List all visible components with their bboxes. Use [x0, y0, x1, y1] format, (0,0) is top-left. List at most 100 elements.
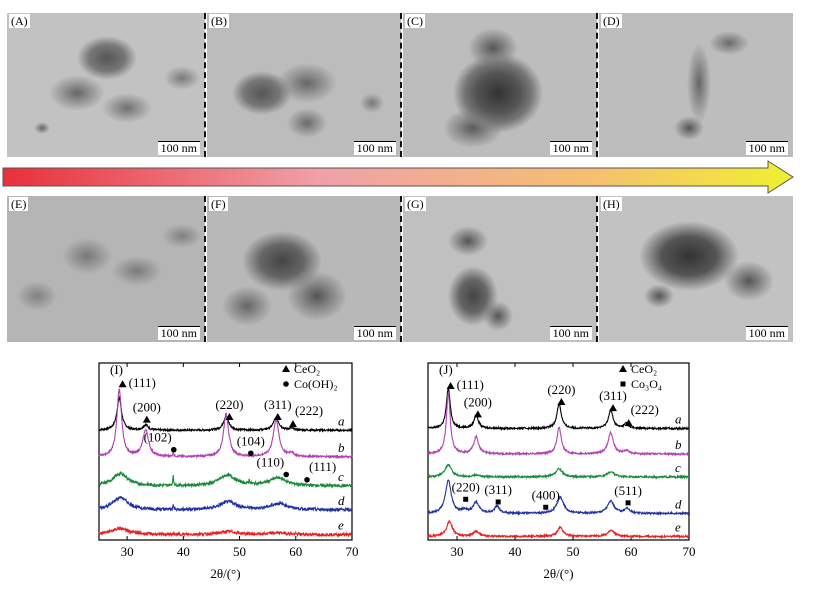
series-line-a — [427, 387, 690, 432]
panel-label: (B) — [209, 14, 229, 28]
panel-divider — [204, 13, 206, 157]
legend-entry: CeO₂ — [631, 362, 657, 376]
peak-label: (200) — [464, 394, 492, 409]
square-marker-icon — [625, 500, 631, 506]
series-line-b — [98, 388, 353, 460]
circle-marker-icon — [170, 446, 177, 453]
series-label: b — [675, 437, 682, 452]
panel-label: (A) — [9, 14, 30, 28]
series-label: e — [338, 518, 344, 533]
scale-bar: 100 nm — [549, 326, 592, 340]
square-marker-icon — [620, 381, 626, 387]
series-line-c — [98, 470, 353, 489]
panel-divider — [596, 13, 598, 157]
legend-entry: Co₃O₄ — [631, 377, 662, 391]
x-tick-label: 60 — [625, 544, 638, 559]
triangle-marker-icon — [225, 412, 234, 420]
x-tick-label: 70 — [346, 544, 359, 559]
scale-bar: 100 nm — [157, 326, 200, 340]
scale-bar: 100 nm — [745, 326, 788, 340]
series-line-e — [427, 519, 690, 540]
panel-divider — [204, 196, 206, 342]
panel-label: (C) — [405, 14, 425, 28]
panel-divider — [400, 13, 402, 157]
x-tick-label: 70 — [683, 544, 696, 559]
peak-label: (220) — [215, 397, 243, 412]
series-line-a — [98, 395, 353, 433]
peak-label: (400) — [532, 487, 560, 502]
tem-panel-e: (E) 100 nm — [7, 196, 205, 342]
tem-panel-d: (D) 100 nm — [599, 13, 793, 157]
series-label: c — [675, 460, 681, 475]
triangle-marker-icon — [273, 412, 282, 420]
series-line-d — [427, 479, 690, 517]
x-axis-label: 2θ/(°) — [543, 566, 573, 581]
tem-panel-h: (H) 100 nm — [599, 196, 793, 342]
peak-label: (311) — [599, 388, 627, 403]
series-label: a — [675, 411, 682, 426]
peak-label: (104) — [237, 433, 265, 448]
circle-marker-icon — [283, 381, 289, 387]
triangle-marker-icon — [624, 419, 633, 427]
panel-divider — [400, 196, 402, 342]
peak-label: (511) — [614, 483, 642, 498]
tem-panel-b: (B) 100 nm — [207, 13, 401, 157]
tem-panel-g: (G) 100 nm — [403, 196, 597, 342]
x-axis-label: 2θ/(°) — [210, 566, 240, 581]
square-marker-icon — [495, 499, 501, 505]
scale-bar: 100 nm — [549, 141, 592, 155]
triangle-marker-icon — [288, 420, 297, 428]
triangle-marker-icon — [619, 365, 627, 372]
peak-label: (111) — [309, 459, 336, 474]
peak-label: (311) — [264, 397, 292, 412]
scale-bar: 100 nm — [353, 326, 396, 340]
plot-frame — [427, 362, 690, 541]
square-marker-icon — [463, 496, 469, 502]
series-label: d — [675, 496, 682, 511]
tem-panel-f: (F) 100 nm — [207, 196, 401, 342]
peak-label: (111) — [129, 375, 156, 390]
circle-marker-icon — [248, 450, 254, 457]
progression-arrow — [2, 160, 794, 194]
peak-label: (111) — [457, 377, 484, 392]
series-line-d — [98, 496, 353, 514]
panel-label: (D) — [601, 14, 622, 28]
circle-marker-icon — [304, 477, 310, 483]
square-marker-icon — [543, 504, 549, 510]
scale-bar: 100 nm — [353, 141, 396, 155]
legend-entry: CeO₂ — [294, 362, 320, 376]
x-tick-label: 30 — [451, 544, 464, 559]
series-label: c — [338, 469, 344, 484]
peak-label: (110) — [257, 455, 285, 470]
triangle-marker-icon — [142, 415, 151, 423]
series-label: a — [338, 413, 345, 428]
peak-label: (311) — [484, 482, 512, 497]
x-tick-label: 50 — [567, 544, 580, 559]
panel-label: (G) — [405, 197, 426, 211]
panel-label: (E) — [9, 197, 29, 211]
tem-panel-c: (C) 100 nm — [403, 13, 597, 157]
peak-label: (220) — [547, 382, 575, 397]
peak-label: (220) — [452, 479, 480, 494]
x-tick-label: 40 — [177, 544, 190, 559]
plot-frame — [98, 362, 353, 541]
circle-marker-icon — [283, 471, 290, 478]
x-tick-label: 50 — [233, 544, 246, 559]
panel-label: (H) — [601, 197, 622, 211]
x-tick-label: 40 — [509, 544, 522, 559]
series-line-b — [427, 392, 690, 457]
legend-entry: Co(OH)₂ — [294, 377, 338, 391]
peak-label: (222) — [631, 402, 659, 417]
panel-label: (J) — [439, 362, 453, 377]
triangle-marker-icon — [282, 365, 290, 372]
scale-bar: 100 nm — [745, 141, 788, 155]
x-tick-label: 60 — [289, 544, 302, 559]
series-line-c — [427, 463, 690, 480]
series-label: e — [675, 519, 681, 534]
triangle-marker-icon — [446, 382, 455, 390]
panel-label: (I) — [110, 362, 123, 377]
triangle-marker-icon — [473, 410, 482, 418]
peak-label: (102) — [144, 430, 172, 445]
scale-bar: 100 nm — [157, 141, 200, 155]
